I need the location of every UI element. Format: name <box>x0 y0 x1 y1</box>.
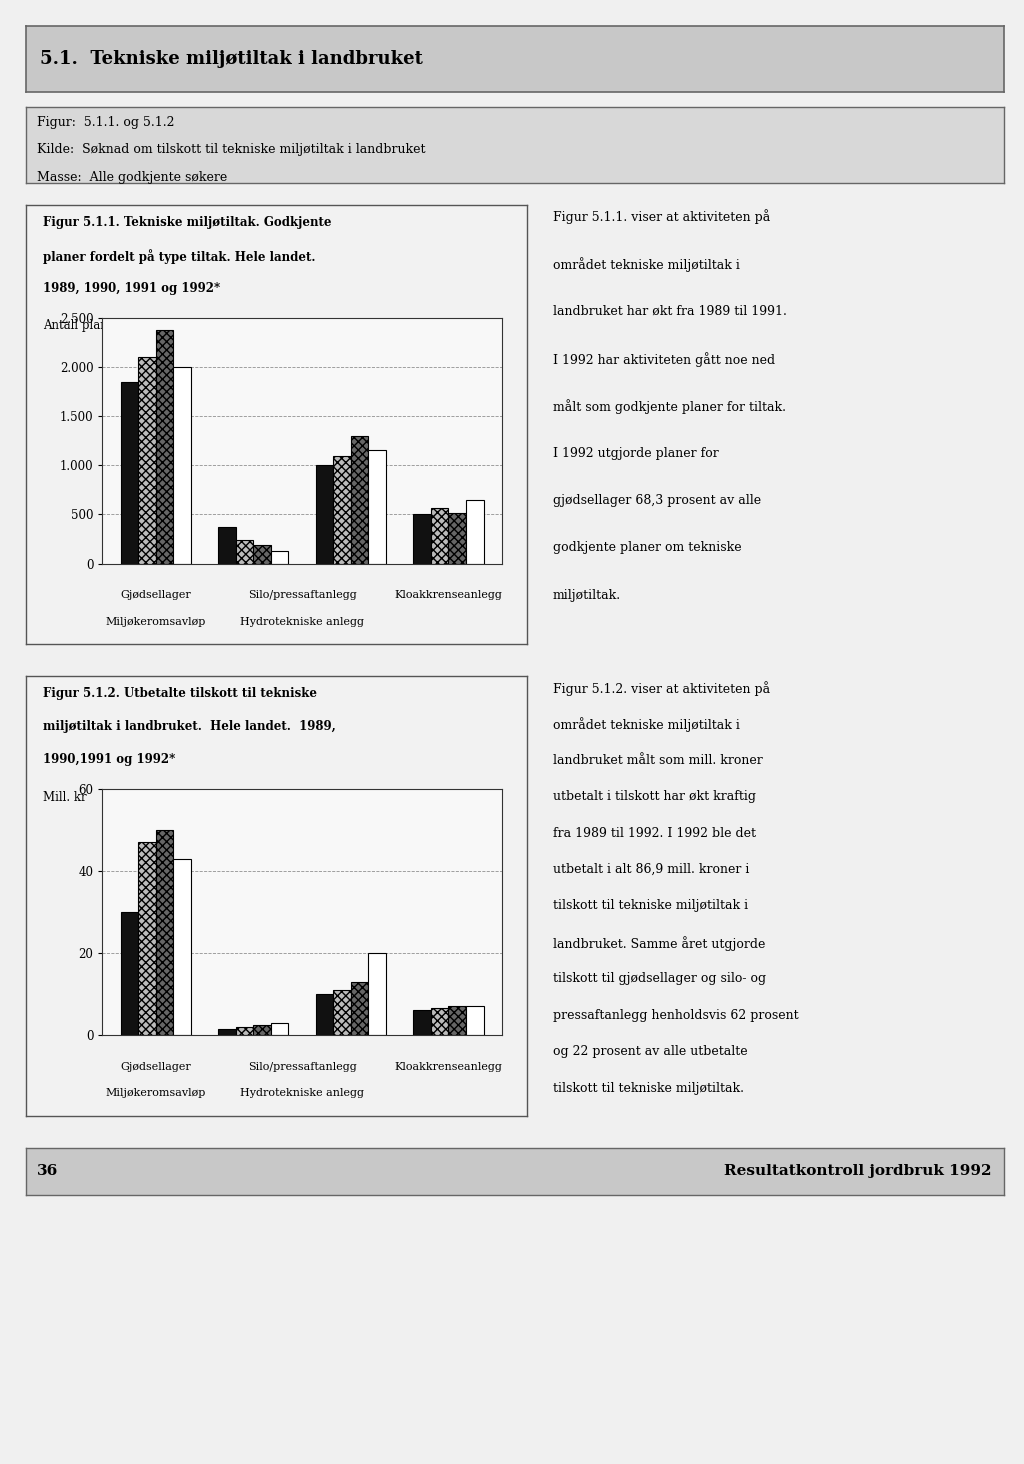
FancyBboxPatch shape <box>392 899 420 927</box>
Text: I 1992 utgjorde planer for: I 1992 utgjorde planer for <box>553 447 719 460</box>
Bar <box>218 527 236 564</box>
Text: tilskott til tekniske miljøtiltak.: tilskott til tekniske miljøtiltak. <box>553 1082 744 1095</box>
Bar <box>466 499 483 564</box>
Text: Figur 5.1.2. viser at aktiviteten på: Figur 5.1.2. viser at aktiviteten på <box>553 681 770 695</box>
Bar <box>271 1023 289 1035</box>
Text: Gjødsellager: Gjødsellager <box>120 1061 191 1072</box>
Text: Hydrotekniske anlegg: Hydrotekniske anlegg <box>240 1088 365 1098</box>
Bar <box>173 367 190 564</box>
Text: I 1992 har aktiviteten gått noe ned: I 1992 har aktiviteten gått noe ned <box>553 351 775 366</box>
Text: 5.1.  Tekniske miljøtiltak i landbruket: 5.1. Tekniske miljøtiltak i landbruket <box>40 50 423 69</box>
Text: 1990: 1990 <box>427 392 457 406</box>
Text: Kilde:  Søknad om tilskott til tekniske miljøtiltak i landbruket: Kilde: Søknad om tilskott til tekniske m… <box>37 143 426 157</box>
Text: Figur 5.1.2. Utbetalte tilskott til tekniske: Figur 5.1.2. Utbetalte tilskott til tekn… <box>43 688 317 700</box>
Text: utbetalt i tilskott har økt kraftig: utbetalt i tilskott har økt kraftig <box>553 791 756 804</box>
Text: 1991: 1991 <box>427 906 457 919</box>
Text: tilskott til gjødsellager og silo- og: tilskott til gjødsellager og silo- og <box>553 972 766 985</box>
FancyBboxPatch shape <box>392 815 420 843</box>
Text: 1991: 1991 <box>427 435 457 448</box>
Text: 1990: 1990 <box>427 864 457 877</box>
Bar <box>156 331 173 564</box>
Bar <box>156 830 173 1035</box>
FancyBboxPatch shape <box>392 468 420 498</box>
Text: landbruket. Samme året utgjorde: landbruket. Samme året utgjorde <box>553 935 765 950</box>
Text: området tekniske miljøtiltak i: området tekniske miljøtiltak i <box>553 256 739 272</box>
FancyBboxPatch shape <box>392 385 420 414</box>
Text: fra 1989 til 1992. I 1992 ble det: fra 1989 til 1992. I 1992 ble det <box>553 827 756 839</box>
Text: 1992: 1992 <box>427 476 457 489</box>
Bar <box>218 1029 236 1035</box>
Text: Resultatkontroll jordbruk 1992: Resultatkontroll jordbruk 1992 <box>724 1164 992 1179</box>
Bar <box>449 1006 466 1035</box>
Text: Gjødsellager: Gjødsellager <box>120 590 191 600</box>
Text: Figur 5.1.1. viser at aktiviteten på: Figur 5.1.1. viser at aktiviteten på <box>553 209 770 224</box>
Bar <box>431 508 449 564</box>
Bar <box>138 357 156 564</box>
Bar <box>236 1026 253 1035</box>
Text: Silo/pressaftanlegg: Silo/pressaftanlegg <box>248 590 356 600</box>
Text: gjødsellager 68,3 prosent av alle: gjødsellager 68,3 prosent av alle <box>553 493 761 507</box>
Text: miljøtiltak.: miljøtiltak. <box>553 589 622 602</box>
Bar <box>351 982 369 1035</box>
Text: Kloakkrenseanlegg: Kloakkrenseanlegg <box>394 590 503 600</box>
Bar <box>369 449 386 564</box>
Text: 1989: 1989 <box>427 823 457 836</box>
Bar <box>369 953 386 1035</box>
FancyBboxPatch shape <box>392 940 420 969</box>
Bar <box>333 990 351 1035</box>
Bar <box>253 1025 271 1035</box>
Bar <box>333 457 351 564</box>
Bar <box>236 540 253 564</box>
Bar <box>121 382 138 564</box>
Text: Miljøkeromsavløp: Miljøkeromsavløp <box>105 1088 206 1098</box>
Text: målt som godkjente planer for tiltak.: målt som godkjente planer for tiltak. <box>553 400 786 414</box>
Bar <box>466 1006 483 1035</box>
Bar <box>138 842 156 1035</box>
Bar <box>414 514 431 564</box>
Text: tilskott til tekniske miljøtiltak i: tilskott til tekniske miljøtiltak i <box>553 899 749 912</box>
Text: Hydrotekniske anlegg: Hydrotekniske anlegg <box>240 616 365 627</box>
Text: miljøtiltak i landbruket.  Hele landet.  1989,: miljøtiltak i landbruket. Hele landet. 1… <box>43 720 336 733</box>
Text: Silo/pressaftanlegg: Silo/pressaftanlegg <box>248 1061 356 1072</box>
Text: utbetalt i alt 86,9 mill. kroner i: utbetalt i alt 86,9 mill. kroner i <box>553 864 750 875</box>
Text: og 22 prosent av alle utbetalte: og 22 prosent av alle utbetalte <box>553 1045 748 1058</box>
Text: pressaftanlegg henholdsvis 62 prosent: pressaftanlegg henholdsvis 62 prosent <box>553 1009 799 1022</box>
Text: 1989, 1990, 1991 og 1992*: 1989, 1990, 1991 og 1992* <box>43 283 220 294</box>
FancyBboxPatch shape <box>392 856 420 886</box>
Text: Miljøkeromsavløp: Miljøkeromsavløp <box>105 616 206 627</box>
FancyBboxPatch shape <box>392 427 420 455</box>
Bar <box>414 1010 431 1035</box>
Bar <box>431 1009 449 1035</box>
Text: Antall planer: Antall planer <box>43 319 121 332</box>
Text: Mill. kr: Mill. kr <box>43 791 87 804</box>
FancyBboxPatch shape <box>392 344 420 372</box>
Text: 1990,1991 og 1992*: 1990,1991 og 1992* <box>43 754 175 766</box>
Bar <box>315 466 333 564</box>
Text: Masse:  Alle godkjente søkere: Masse: Alle godkjente søkere <box>37 171 227 184</box>
Text: landbruket målt som mill. kroner: landbruket målt som mill. kroner <box>553 754 763 767</box>
Text: planer fordelt på type tiltak. Hele landet.: planer fordelt på type tiltak. Hele land… <box>43 249 315 264</box>
Text: godkjente planer om tekniske: godkjente planer om tekniske <box>553 542 741 555</box>
Bar <box>253 545 271 564</box>
Bar <box>121 912 138 1035</box>
Bar <box>315 994 333 1035</box>
Text: 1992: 1992 <box>427 947 457 960</box>
Text: området tekniske miljøtiltak i: området tekniske miljøtiltak i <box>553 717 739 732</box>
Text: landbruket har økt fra 1989 til 1991.: landbruket har økt fra 1989 til 1991. <box>553 305 786 318</box>
Text: Figur 5.1.1. Tekniske miljøtiltak. Godkjente: Figur 5.1.1. Tekniske miljøtiltak. Godkj… <box>43 217 332 228</box>
Text: 36: 36 <box>37 1164 58 1179</box>
Bar <box>271 550 289 564</box>
Bar <box>449 514 466 564</box>
Bar <box>173 859 190 1035</box>
Text: 1989: 1989 <box>427 351 457 365</box>
Text: Figur:  5.1.1. og 5.1.2: Figur: 5.1.1. og 5.1.2 <box>37 116 175 129</box>
Text: Kloakkrenseanlegg: Kloakkrenseanlegg <box>394 1061 503 1072</box>
Bar <box>351 436 369 564</box>
